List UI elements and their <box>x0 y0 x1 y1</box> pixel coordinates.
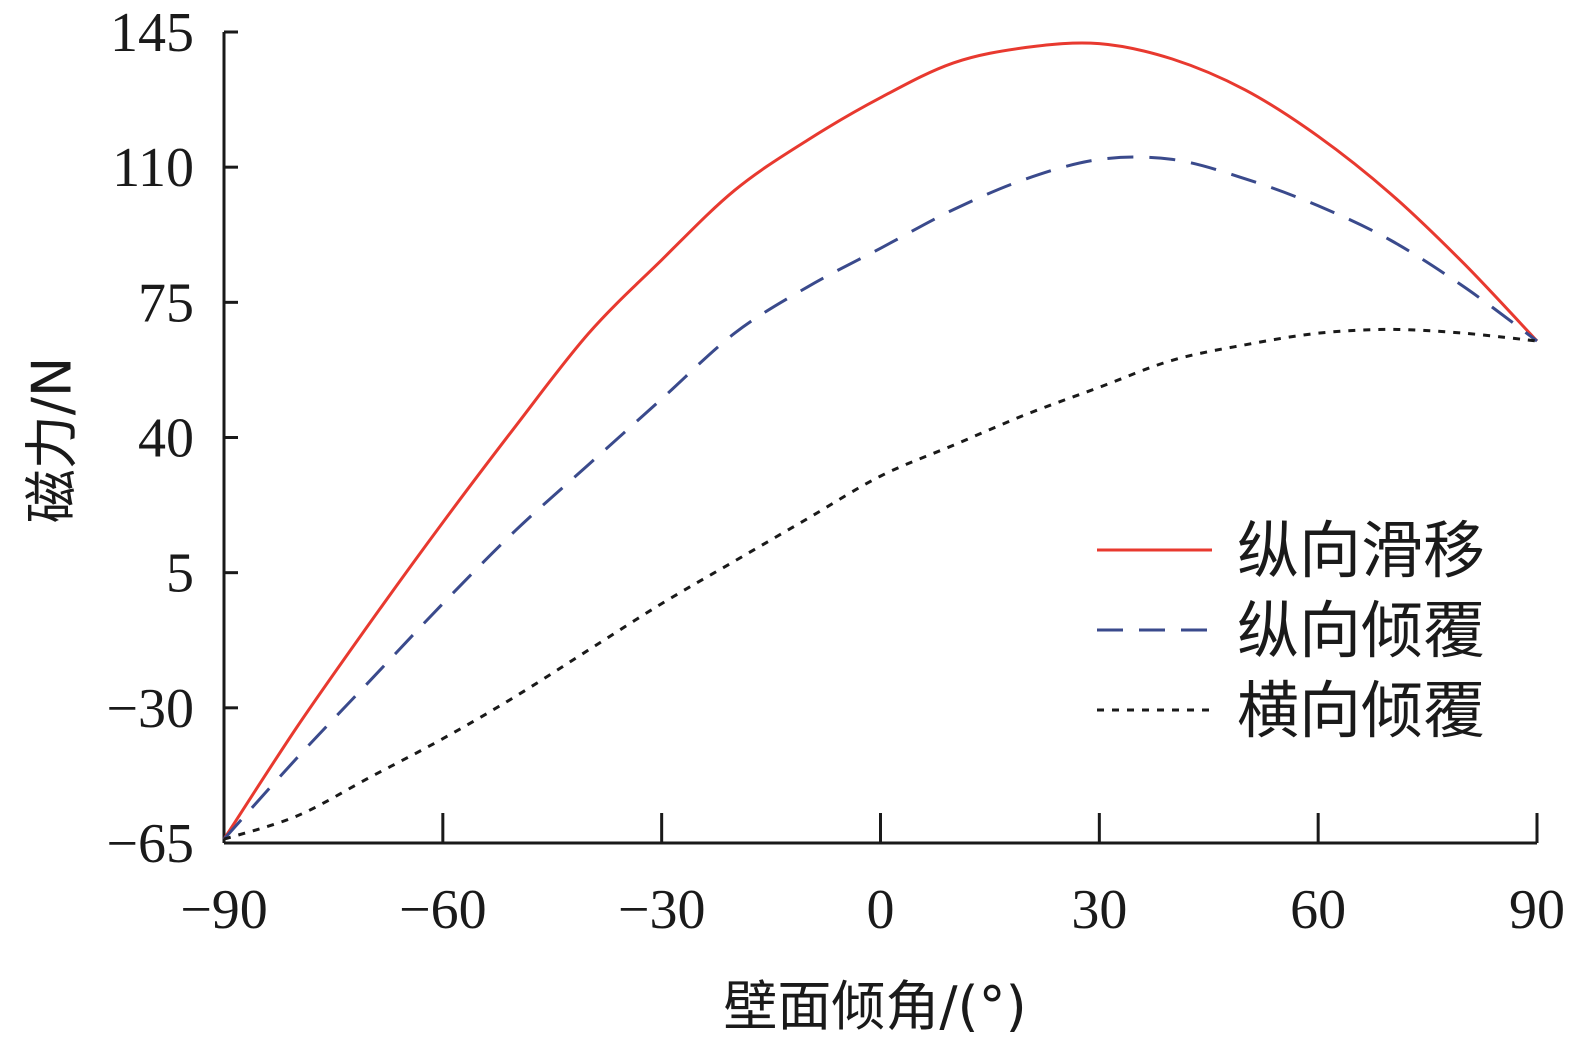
y-tick-label: 75 <box>138 272 194 334</box>
x-tick-label: −90 <box>180 879 268 941</box>
legend-label-1: 纵向滑移 <box>1237 514 1485 587</box>
x-tick-label: 30 <box>1071 879 1127 941</box>
series-line-1 <box>222 41 1539 840</box>
y-tick-label: 145 <box>110 2 194 64</box>
series-layer <box>222 41 1539 841</box>
x-tick-label: 60 <box>1290 879 1346 941</box>
x-tick-label: 90 <box>1509 879 1565 941</box>
x-tick-label: −30 <box>618 879 706 941</box>
y-tick-label: 5 <box>166 543 194 605</box>
y-tick-label: 40 <box>138 408 194 470</box>
y-tick-label: −65 <box>106 813 194 875</box>
y-tick-label: −30 <box>106 678 194 740</box>
legend-label-2: 纵向倾覆 <box>1237 594 1485 667</box>
y-tick-label: 110 <box>112 137 194 199</box>
series-line-3 <box>223 327 1538 841</box>
y-axis-title: 磁力/N <box>21 357 84 524</box>
x-axis-title: 壁面倾角/(°) <box>723 975 1026 1038</box>
legend-label-3: 横向倾覆 <box>1237 674 1485 747</box>
series-line-2 <box>222 155 1538 841</box>
x-ticks: −90 −60 −30 0 30 60 90 <box>180 813 1565 941</box>
x-tick-label: 0 <box>867 879 895 941</box>
x-tick-label: −60 <box>399 879 487 941</box>
y-ticks: −65 −30 5 40 75 110 145 <box>106 2 238 875</box>
